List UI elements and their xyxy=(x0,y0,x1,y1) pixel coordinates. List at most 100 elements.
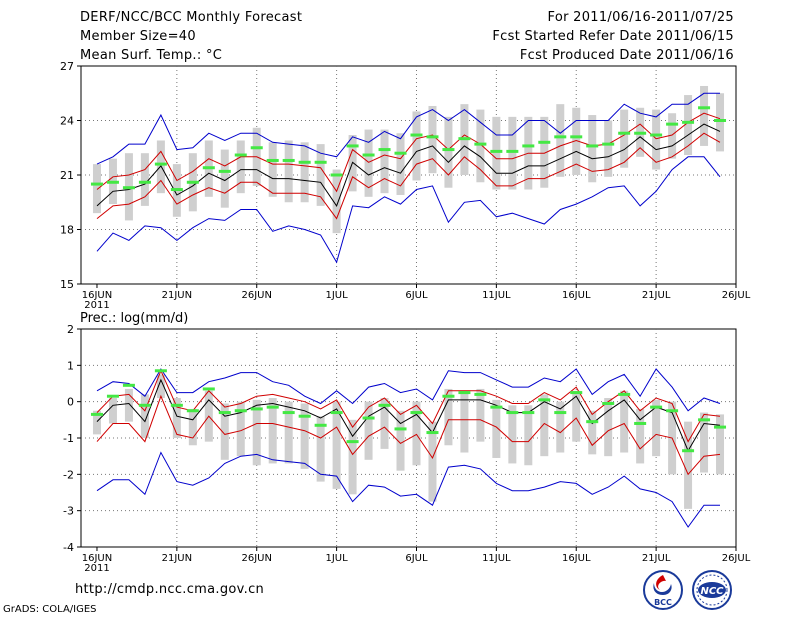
temp-climatology-marker xyxy=(458,137,471,141)
prec-member-range-bar xyxy=(252,399,261,466)
prec-climatology-marker xyxy=(394,427,407,431)
prec-x-tick-label: 16JUN xyxy=(82,553,112,564)
temp-y-tick-label: 24 xyxy=(60,115,74,128)
temp-x-tick-label: 26JUN xyxy=(241,290,271,301)
temp-x-tick-label: 21JUL xyxy=(642,290,671,301)
temp-climatology-marker xyxy=(490,149,503,153)
temp-x-tick-label: 1JUL xyxy=(326,290,349,301)
temp-member-range-bar xyxy=(380,129,389,194)
temp-climatology-marker xyxy=(522,144,535,148)
prec-member-range-bar xyxy=(700,412,709,473)
temp-member-range-bar xyxy=(220,149,229,208)
prec-member-range-bar xyxy=(556,401,565,453)
ncc-logo-label: NCC xyxy=(700,586,724,597)
temp-climatology-marker xyxy=(634,131,647,135)
temp-member-range-bar xyxy=(332,169,341,234)
temp-climatology-marker xyxy=(138,180,151,184)
prec-climatology-marker xyxy=(202,387,215,391)
prec-climatology-marker xyxy=(634,421,647,425)
temp-member-range-bar xyxy=(364,129,373,197)
temp-climatology-marker xyxy=(586,144,599,148)
temp-climatology-marker xyxy=(474,142,487,146)
temp-lower-std-line xyxy=(96,132,721,220)
prec-member-range-bar xyxy=(236,401,245,457)
prec-member-range-bar xyxy=(124,388,133,422)
prec-climatology-marker xyxy=(570,391,583,395)
temp-climatology-marker xyxy=(506,149,519,153)
temp-member-range-bar xyxy=(316,144,325,206)
prec-climatology-marker xyxy=(426,431,439,435)
prec-climatology-marker xyxy=(650,405,663,409)
prec-member-range-bar xyxy=(172,398,181,438)
temp-member-range-bar xyxy=(604,120,613,177)
bcc-logo-label: BCC xyxy=(654,598,672,607)
temp-climatology-marker xyxy=(106,180,119,184)
prec-member-range-bar xyxy=(444,388,453,446)
temp-member-range-bar xyxy=(140,153,149,206)
temp-member-range-bar xyxy=(620,109,629,168)
temp-member-range-bar xyxy=(444,116,453,188)
prec-member-range-bar xyxy=(348,419,357,495)
prec-climatology-marker xyxy=(506,411,519,415)
prec-x-tick-label: 26JUL xyxy=(722,553,751,564)
temp-member-range-bar xyxy=(556,104,565,177)
temp-climatology-marker xyxy=(346,144,359,148)
temp-climatology-marker xyxy=(314,160,327,164)
prec-member-range-bar xyxy=(588,410,597,455)
prec-member-range-bar xyxy=(508,405,517,464)
prec-climatology-marker xyxy=(234,409,247,413)
temp-climatology-marker xyxy=(410,133,423,137)
prec-climatology-marker xyxy=(314,423,327,427)
prec-climatology-marker xyxy=(586,420,599,424)
temp-member-range-bar xyxy=(588,115,597,183)
prec-x-tick-label: 16JUL xyxy=(562,553,591,564)
prec-ensemble-mean-line xyxy=(96,378,721,452)
prec-climatology-marker xyxy=(90,412,103,416)
prec-climatology-marker xyxy=(458,391,471,395)
prec-climatology-marker xyxy=(266,405,279,409)
temp-x-tick-label: 16JUL xyxy=(562,290,591,301)
prec-climatology-marker xyxy=(378,403,391,407)
prec-climatology-marker xyxy=(682,449,695,453)
prec-y-tick-label: 2 xyxy=(67,323,74,336)
prec-climatology-marker xyxy=(410,411,423,415)
temperature-panel: 15 18 21 24 27 16JUN 21JUN 26JUN 1JUL 6JUL 11JUL 16… xyxy=(60,60,751,311)
temp-climatology-marker xyxy=(298,160,311,164)
temp-member-range-bar xyxy=(652,109,661,170)
temp-member-range-bar xyxy=(284,140,293,203)
prec-climatology-marker xyxy=(154,369,167,373)
temp-member-range-bar xyxy=(396,133,405,195)
prec-ensemble-max-line xyxy=(96,368,721,412)
temp-upper-std-line xyxy=(96,112,721,193)
prec-member-range-bar xyxy=(540,394,549,457)
temp-member-range-bar xyxy=(92,164,101,214)
prec-climatology-marker xyxy=(698,418,711,422)
prec-x-tick-label: 21JUN xyxy=(162,553,192,564)
temp-climatology-marker xyxy=(266,158,279,162)
prec-member-range-bar xyxy=(140,394,149,438)
prec-member-range-bar xyxy=(380,398,389,449)
temp-ensemble-max-line xyxy=(96,92,720,165)
precipitation-panel: -4 -3 -2 -1 0 1 2 16JUN 21JUN 26JUN 1JUL 6JUL 11JUL 1… xyxy=(63,323,751,574)
temp-y-tick-label: 27 xyxy=(60,60,74,73)
prec-member-range-bar xyxy=(108,398,117,424)
temp-climatology-marker xyxy=(538,140,551,144)
temp-ensemble-mean-line xyxy=(96,123,721,207)
temp-climatology-marker xyxy=(186,180,199,184)
temp-member-range-bar xyxy=(700,85,709,146)
ncc-logo-icon: NCC xyxy=(692,570,732,610)
temp-x-tick-label: 11JUL xyxy=(482,290,511,301)
temp-climatology-marker xyxy=(282,158,295,162)
prec-member-range-bar xyxy=(412,401,421,466)
temp-member-range-bar xyxy=(716,93,725,152)
prec-member-range-bar xyxy=(572,390,581,442)
prec-lower-std-line xyxy=(96,394,721,476)
prec-x-tick-label: 21JUL xyxy=(642,553,671,564)
temp-climatology-marker xyxy=(618,131,631,135)
prec-climatology-marker xyxy=(538,398,551,402)
prec-climatology-marker xyxy=(442,394,455,398)
temp-member-range-bar xyxy=(428,105,437,174)
prec-member-range-bar xyxy=(652,399,661,457)
temp-climatology-marker xyxy=(442,148,455,152)
temp-climatology-marker xyxy=(698,106,711,110)
